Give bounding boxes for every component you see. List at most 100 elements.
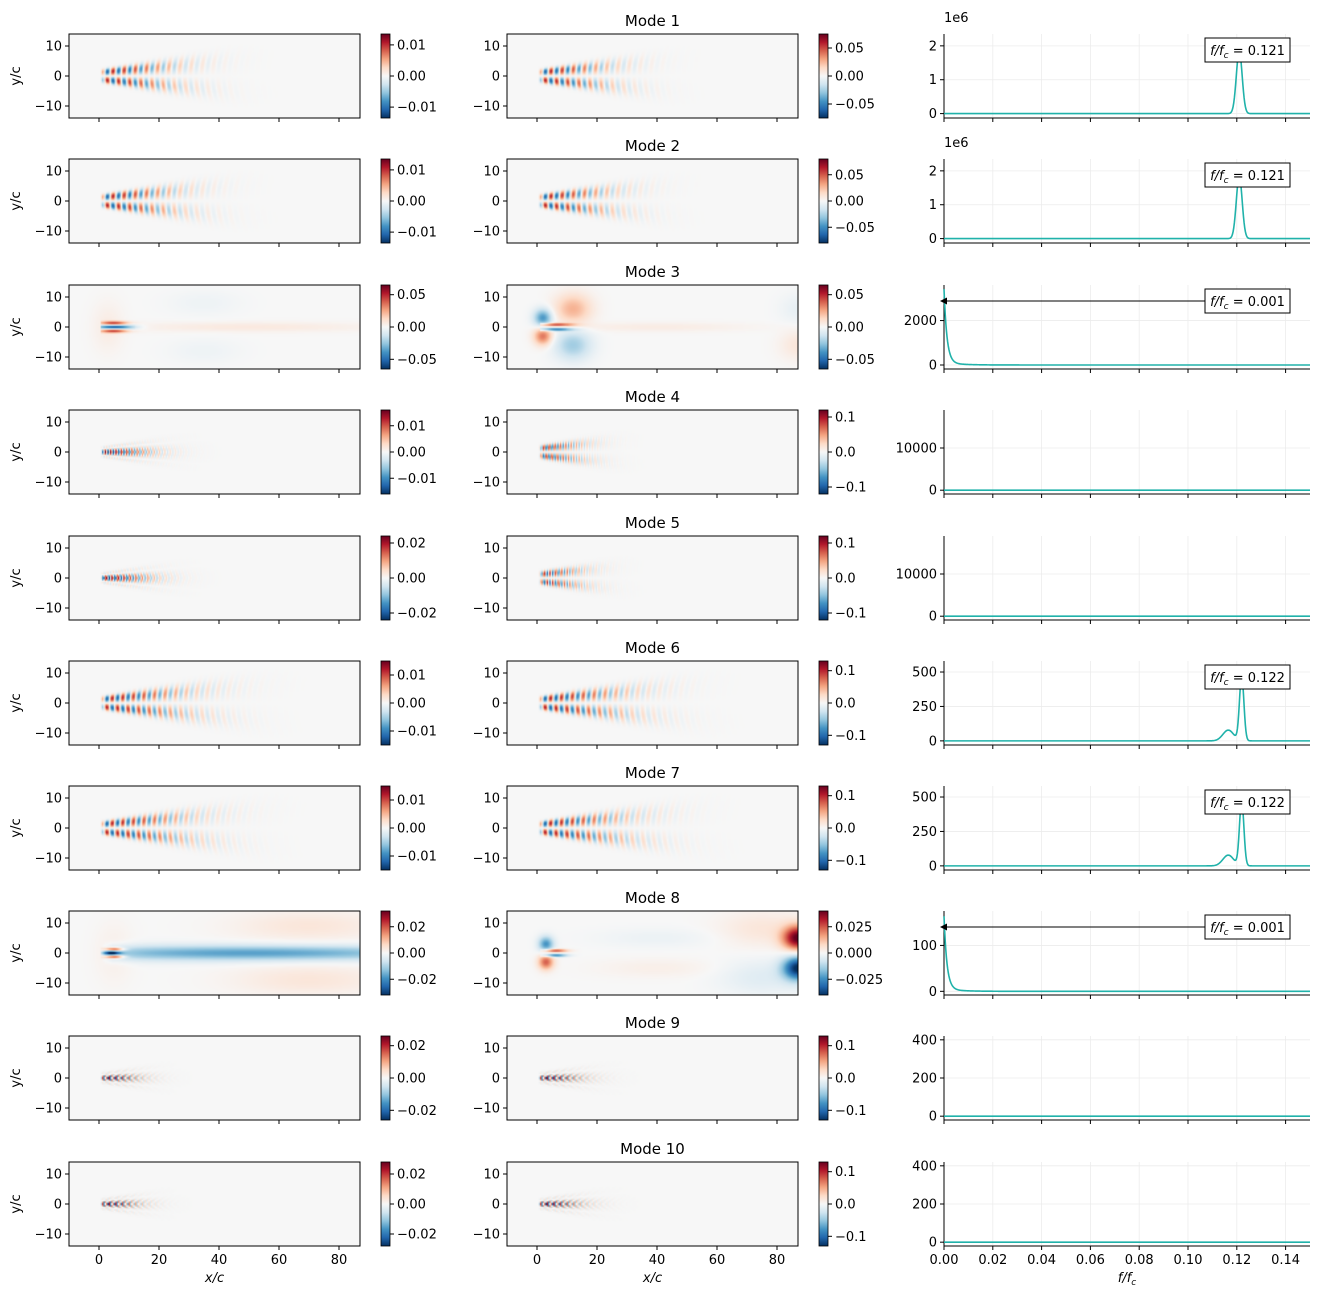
- y-tick-label: 10: [45, 291, 62, 306]
- annotation-box: [1204, 914, 1291, 940]
- y-tick-label: −10: [35, 1102, 62, 1117]
- y-tick-label: −10: [473, 852, 500, 867]
- colorbar-tick-label: 0.01: [397, 419, 426, 434]
- colorbar-tick-label: 0.0: [835, 822, 856, 837]
- y-tick-label: 10: [45, 792, 62, 807]
- annotation-text: f/fc = 0.121: [1210, 169, 1285, 186]
- y-tick-label: 0: [492, 195, 500, 210]
- annotation-box: [1204, 288, 1291, 314]
- y-tick-label: −10: [473, 977, 500, 992]
- field-right-5: −10 0 10 Mode 5 −0.1 0.0 0.1: [473, 514, 867, 624]
- spectrum-line: [944, 800, 1310, 867]
- panel-title: Mode 6: [625, 639, 680, 657]
- field-image: [507, 536, 798, 620]
- offset-text: 1e6: [944, 136, 969, 151]
- field-right-8: −10 0 10 Mode 8 −0.025 0.000 0.025: [473, 889, 883, 999]
- colorbar-tick-label: 0.0: [835, 1198, 856, 1213]
- colorbar-tick-label: −0.1: [835, 854, 867, 869]
- colorbar-tick-label: 0.00: [397, 321, 426, 336]
- colorbar-tick-label: 0.00: [397, 822, 426, 837]
- colorbar: [380, 910, 391, 996]
- field-left-6: −10 0 10 y/c −0.01 0.00 0.01: [9, 660, 437, 749]
- field-left-7: −10 0 10 y/c −0.01 0.00 0.01: [9, 785, 437, 874]
- y-tick-label: 2: [929, 39, 937, 54]
- colorbar: [380, 33, 391, 119]
- y-tick-label: 0: [492, 572, 500, 587]
- field-image: [69, 786, 360, 870]
- colorbar-tick-label: 0.1: [835, 411, 856, 426]
- colorbar-tick-label: −0.02: [397, 1104, 437, 1119]
- annotation-text: f/fc = 0.001: [1210, 295, 1285, 312]
- y-tick-label: 0: [492, 947, 500, 962]
- y-tick-label: −10: [473, 1102, 500, 1117]
- colorbar-tick-label: 0.05: [835, 168, 864, 183]
- y-axis-label: y/c: [9, 66, 24, 85]
- y-axis-label: y/c: [9, 317, 24, 336]
- annotation-box: [1204, 37, 1291, 63]
- colorbar-tick-label: 0.00: [397, 446, 426, 461]
- annotation-box: [1204, 789, 1291, 815]
- colorbar-tick-label: 0.1: [835, 1039, 856, 1054]
- field-image: [507, 34, 798, 118]
- colorbar-tick-label: −0.01: [397, 226, 437, 241]
- x-tick-label: 40: [649, 1253, 666, 1268]
- spectrum-10: 0.00 0.02 0.04 0.06 0.08 0.10 0.12 0.14 0 200 400 f…: [912, 1159, 1310, 1288]
- spectrum-line: [944, 675, 1310, 742]
- y-tick-label: 1: [929, 73, 937, 88]
- spectrum-line: [943, 916, 1310, 993]
- colorbar-tick-label: 0.1: [835, 664, 856, 679]
- colorbar-tick-label: −0.05: [397, 353, 437, 368]
- x-axis-label: x/c: [642, 1271, 662, 1286]
- y-tick-label: 0: [492, 321, 500, 336]
- colorbar-tick-label: 0.00: [397, 70, 426, 85]
- field-image: [69, 159, 360, 243]
- panel-title: Mode 5: [625, 514, 680, 532]
- field-image: [69, 536, 360, 620]
- y-tick-label: 0: [492, 1072, 500, 1087]
- y-tick-label: 0: [929, 610, 937, 625]
- y-tick-label: 200: [912, 1198, 937, 1213]
- y-tick-label: −10: [473, 727, 500, 742]
- spectrum-7: 0 250 500 f/fc = 0.122: [912, 786, 1310, 874]
- colorbar-tick-label: 0.00: [835, 195, 864, 210]
- colorbar: [818, 535, 829, 621]
- y-tick-label: −10: [473, 351, 500, 366]
- y-tick-label: 10000: [896, 441, 937, 456]
- colorbar-tick-label: 0.02: [397, 1039, 426, 1054]
- colorbar-tick-label: 0.1: [835, 537, 856, 552]
- y-tick-label: 0: [929, 859, 937, 874]
- y-tick-label: 10000: [896, 567, 937, 582]
- x-tick-label: 0.06: [1076, 1253, 1105, 1268]
- colorbar-tick-label: 0.01: [397, 794, 426, 809]
- x-tick-label: 0.04: [1027, 1253, 1056, 1268]
- field-left-1: −10 0 10 y/c −0.01 0.00 0.01: [9, 33, 437, 122]
- y-tick-label: 0: [929, 359, 937, 374]
- y-tick-label: 400: [912, 1033, 937, 1048]
- y-tick-label: 10: [483, 667, 500, 682]
- x-tick-label: 0.00: [930, 1253, 959, 1268]
- colorbar-tick-label: 0.0: [835, 572, 856, 587]
- colorbar-tick-label: −0.1: [835, 1104, 867, 1119]
- colorbar-tick-label: 0.00: [397, 947, 426, 962]
- y-tick-label: −10: [35, 852, 62, 867]
- spectrum-4: 0 10000: [896, 410, 1310, 499]
- colorbar-tick-label: 0.00: [397, 697, 426, 712]
- field-image: [507, 285, 798, 369]
- y-tick-label: 10: [483, 416, 500, 431]
- y-tick-label: 10: [483, 917, 500, 932]
- x-tick-label: 0.08: [1125, 1253, 1154, 1268]
- panel-title: Mode 1: [625, 12, 680, 30]
- spectrum-6: 0 250 500 f/fc = 0.122: [912, 661, 1310, 749]
- panel-title: Mode 4: [625, 388, 680, 406]
- y-tick-label: 10: [45, 416, 62, 431]
- colorbar-tick-label: −0.05: [835, 353, 875, 368]
- y-tick-label: 10: [45, 1042, 62, 1057]
- spectrum-line: [944, 174, 1310, 240]
- y-tick-label: 10: [483, 40, 500, 55]
- y-tick-label: 0: [54, 1072, 62, 1087]
- colorbar-tick-label: −0.01: [397, 101, 437, 116]
- colorbar-tick-label: −0.01: [397, 725, 437, 740]
- y-tick-label: 400: [912, 1159, 937, 1174]
- y-tick-label: 10: [45, 917, 62, 932]
- field-image: [507, 1162, 798, 1246]
